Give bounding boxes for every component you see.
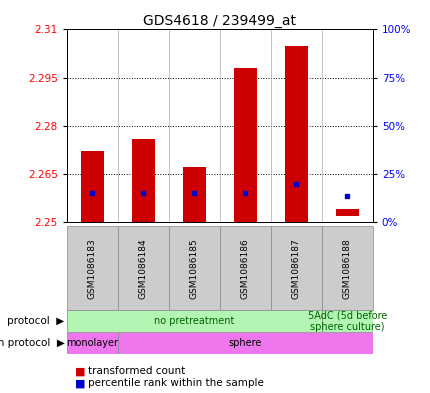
Bar [117, 332, 372, 354]
Bar [117, 226, 169, 310]
Bar [169, 226, 219, 310]
Text: growth protocol  ▶: growth protocol ▶ [0, 338, 64, 348]
Bar [67, 332, 117, 354]
Bar [321, 226, 372, 310]
Bar [67, 310, 321, 332]
Text: GSM1086186: GSM1086186 [240, 238, 249, 299]
Bar [67, 226, 117, 310]
Text: 5AdC (5d before
sphere culture): 5AdC (5d before sphere culture) [307, 311, 386, 332]
Text: no pretreatment: no pretreatment [154, 316, 234, 326]
Text: ■: ■ [75, 366, 86, 376]
Text: GSM1086187: GSM1086187 [291, 238, 300, 299]
Text: percentile rank within the sample: percentile rank within the sample [88, 378, 264, 388]
Text: ■: ■ [75, 378, 86, 388]
Bar [132, 139, 154, 222]
Bar [321, 310, 372, 332]
Text: GSM1086184: GSM1086184 [138, 238, 147, 299]
Text: GSM1086188: GSM1086188 [342, 238, 351, 299]
Text: GSM1086183: GSM1086183 [88, 238, 97, 299]
Text: GSM1086185: GSM1086185 [189, 238, 198, 299]
Bar [335, 209, 358, 216]
Bar [219, 226, 270, 310]
Title: GDS4618 / 239499_at: GDS4618 / 239499_at [143, 15, 295, 28]
Bar [284, 46, 307, 222]
Text: transformed count: transformed count [88, 366, 185, 376]
Text: protocol  ▶: protocol ▶ [7, 316, 64, 326]
Bar [182, 167, 205, 222]
Bar [81, 151, 104, 222]
Bar [270, 226, 321, 310]
Bar [233, 68, 256, 222]
Text: monolayer: monolayer [66, 338, 118, 348]
Text: sphere: sphere [228, 338, 261, 348]
